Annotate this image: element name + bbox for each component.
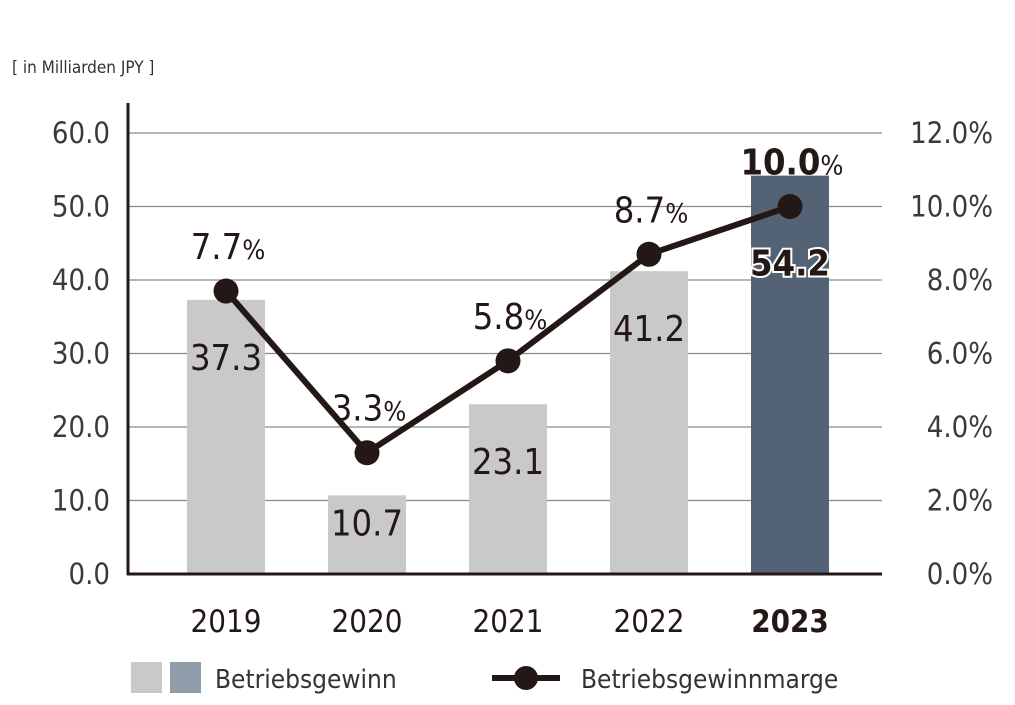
line-point-2021 xyxy=(495,348,521,374)
bars xyxy=(187,175,829,574)
bar-value-label: 37.3 xyxy=(190,338,262,379)
y-right-tick-label: 0.0% xyxy=(927,557,993,591)
y-left-tick-label: 30.0 xyxy=(52,337,110,371)
y-left-tick-label: 40.0 xyxy=(52,263,110,297)
legend-label-operating-margin: Betriebsgewinnmarge xyxy=(581,665,838,695)
legend-swatch-bar-highlight xyxy=(170,662,201,693)
bar-2022 xyxy=(610,271,688,574)
y-right-tick-label: 2.0% xyxy=(927,484,993,518)
y-right-tick-label: 6.0% xyxy=(927,337,993,371)
margin-value-unit: % xyxy=(383,397,406,428)
bar-2020 xyxy=(328,495,406,574)
axes xyxy=(126,103,882,576)
y-axis-left-ticks: 0.0 10.0 20.0 30.0 40.0 50.0 60.0 xyxy=(52,116,110,591)
x-tick-label: 2020 xyxy=(332,604,403,640)
unit-label: [ in Milliarden JPY ] xyxy=(12,58,154,78)
legend-line-marker xyxy=(514,666,538,690)
line-point-2019 xyxy=(213,278,239,304)
x-tick-label: 2021 xyxy=(473,604,544,640)
margin-value-label: 5.8% xyxy=(473,297,548,338)
y-right-tick-label: 12.0% xyxy=(910,116,993,150)
line-point-2023 xyxy=(777,194,803,219)
line-point-2020 xyxy=(354,440,380,466)
margin-value-unit: % xyxy=(524,305,547,336)
margin-value-number: 7.7 xyxy=(191,227,243,268)
margin-value-unit: % xyxy=(242,235,265,266)
y-left-tick-label: 10.0 xyxy=(52,484,110,518)
bar-value-label: 10.7 xyxy=(331,503,403,544)
bar-2023 xyxy=(751,175,829,574)
legend-label-operating-profit: Betriebsgewinn xyxy=(215,665,397,695)
bar-2019 xyxy=(187,299,265,574)
y-left-tick-label: 20.0 xyxy=(52,410,110,444)
margin-value-unit: % xyxy=(820,151,843,182)
y-right-tick-label: 10.0% xyxy=(910,190,993,224)
margin-value-label: 10.0% xyxy=(740,143,843,184)
y-right-tick-label: 4.0% xyxy=(927,410,993,444)
line-point-2022 xyxy=(636,241,662,267)
margin-value-label: 8.7% xyxy=(614,190,689,231)
legend: Betriebsgewinn Betriebsgewinnmarge xyxy=(131,662,838,695)
y-left-tick-label: 60.0 xyxy=(52,116,110,150)
x-tick-label: 2019 xyxy=(191,604,262,640)
y-right-tick-label: 8.0% xyxy=(927,263,993,297)
bar-value-label: 23.1 xyxy=(472,442,544,483)
y-left-tick-label: 50.0 xyxy=(52,190,110,224)
margin-value-number: 10.0 xyxy=(740,143,820,184)
bar-value-label: 54.2 xyxy=(750,244,830,285)
y-axis-right-ticks: 0.0% 2.0% 4.0% 6.0% 8.0% 10.0% 12.0% xyxy=(910,116,993,591)
y-left-tick-label: 0.0 xyxy=(69,557,110,591)
margin-line xyxy=(213,194,803,466)
x-axis-labels: 2019 2020 2021 2022 2023 xyxy=(191,604,829,640)
x-tick-label: 2023 xyxy=(751,604,829,640)
legend-swatch-bar xyxy=(131,662,162,693)
margin-value-label: 7.7% xyxy=(191,227,266,268)
bar-value-label: 41.2 xyxy=(613,309,685,350)
x-tick-label: 2022 xyxy=(614,604,685,640)
margin-value-number: 5.8 xyxy=(473,297,525,338)
margin-value-unit: % xyxy=(665,198,688,229)
data-labels: 37.310.723.141.254.27.7%3.3%5.8%8.7%10.0… xyxy=(190,143,844,545)
bar-2021 xyxy=(469,404,547,574)
margin-value-number: 3.3 xyxy=(332,389,384,430)
margin-value-number: 8.7 xyxy=(614,190,666,231)
margin-value-label: 3.3% xyxy=(332,389,407,430)
